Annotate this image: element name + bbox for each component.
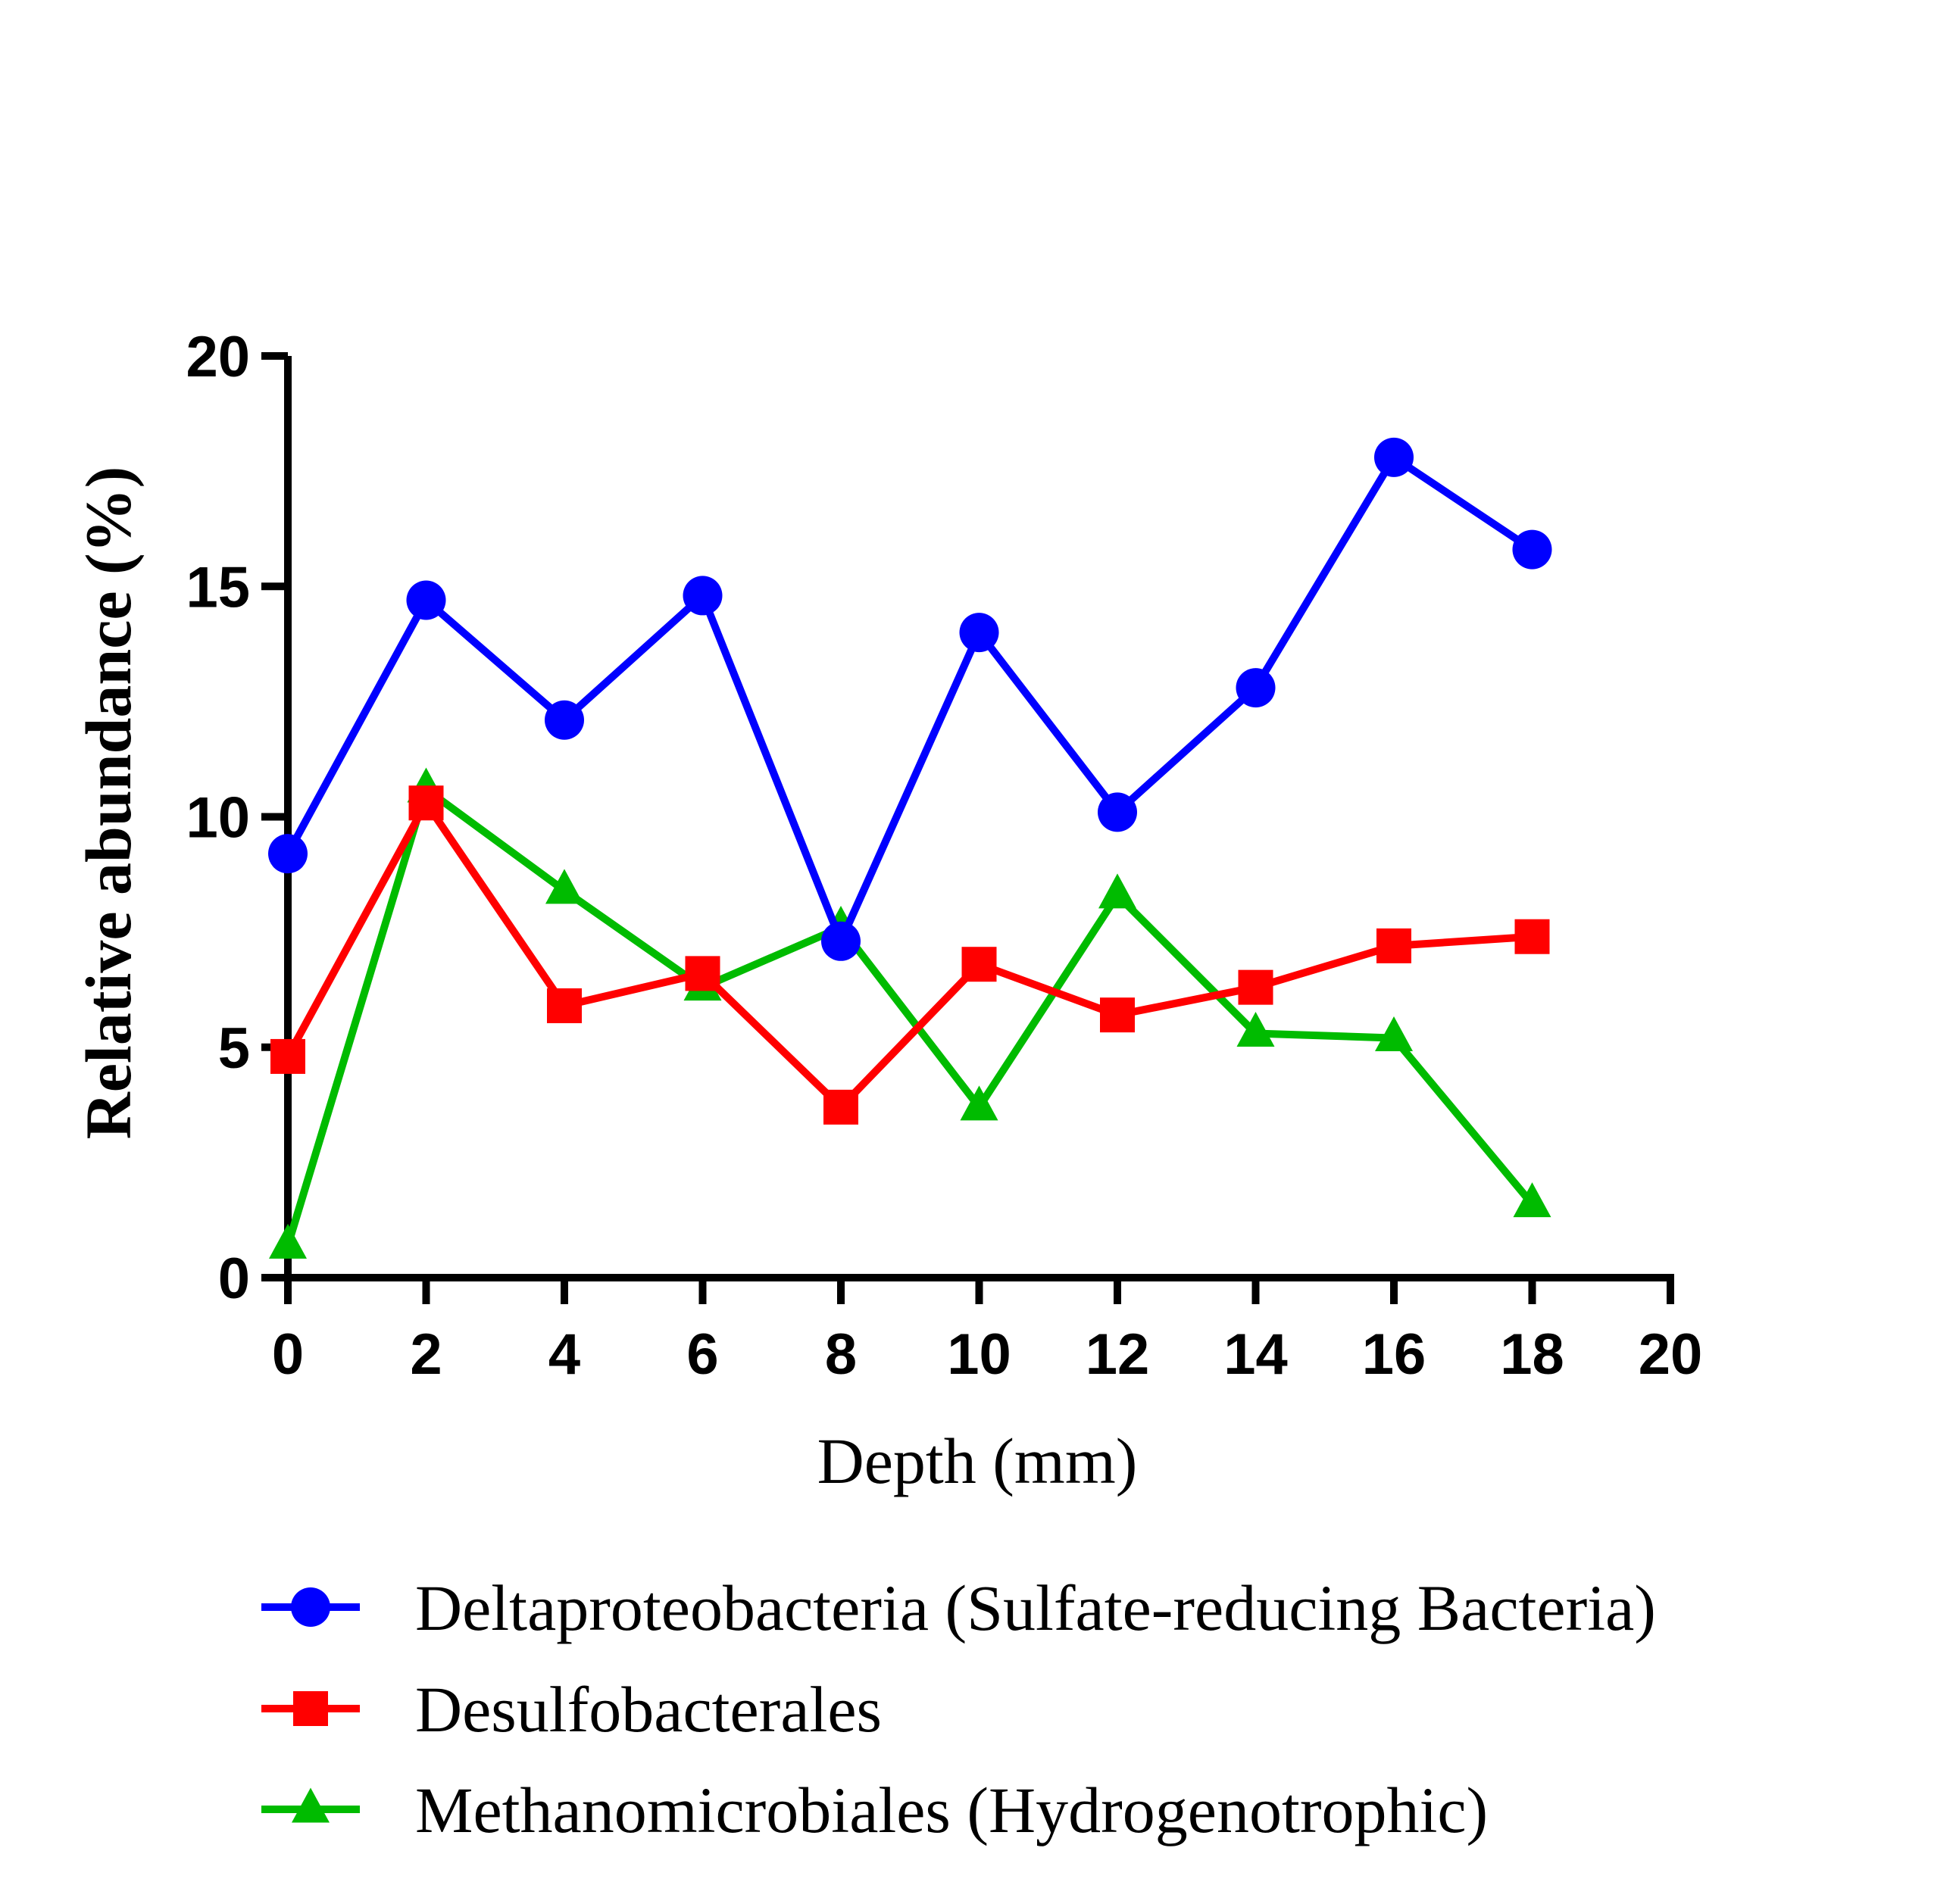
legend-label: Desulfobacterales	[415, 1673, 882, 1746]
data-point	[821, 921, 861, 961]
legend-entry: Methanomicrobiales (Hydrogenotrophic)	[261, 1774, 1488, 1846]
x-tick-label: 4	[548, 1322, 580, 1387]
data-point	[270, 1038, 305, 1074]
data-point	[1375, 1016, 1413, 1052]
data-point	[1236, 668, 1276, 708]
x-tick-label: 8	[825, 1322, 857, 1387]
x-tick-label: 16	[1362, 1322, 1426, 1387]
x-tick-label: 18	[1500, 1322, 1564, 1387]
data-point	[960, 1085, 998, 1121]
x-axis-ticks: 0 2 4 6 8 10 12 14 16 18 20	[272, 1278, 1702, 1387]
x-tick-label: 10	[947, 1322, 1011, 1387]
data-point	[1238, 969, 1273, 1005]
data-point	[823, 1089, 858, 1125]
data-point	[406, 580, 446, 620]
x-tick-label: 6	[686, 1322, 718, 1387]
series-layer	[268, 437, 1552, 1259]
y-tick-label: 5	[218, 1016, 250, 1081]
data-point	[1512, 529, 1552, 570]
y-axis-title: Relative abundance (%)	[72, 467, 145, 1140]
data-point	[269, 1223, 307, 1259]
legend-label: Methanomicrobiales (Hydrogenotrophic)	[415, 1774, 1488, 1846]
legend-swatch-marker	[293, 1691, 328, 1726]
data-point	[545, 869, 583, 904]
series-line	[284, 785, 1536, 1247]
x-tick-label: 12	[1086, 1322, 1150, 1387]
data-point	[683, 576, 723, 616]
legend-entry: Desulfobacterales	[261, 1673, 882, 1746]
data-point	[961, 947, 997, 982]
data-point	[1376, 928, 1411, 963]
y-tick-label: 20	[186, 325, 250, 389]
data-point	[545, 700, 584, 740]
data-point	[1513, 1182, 1551, 1218]
axes: 0 5 10 15 20 0 2 4 6 8 10 12 14 16 18 20	[186, 325, 1702, 1387]
data-point	[1374, 437, 1414, 477]
data-point	[685, 956, 720, 991]
x-tick-label: 2	[410, 1322, 442, 1387]
data-point	[1236, 1011, 1275, 1047]
legend-swatch-marker	[292, 1787, 330, 1823]
data-point	[1100, 997, 1135, 1033]
data-point	[547, 988, 582, 1023]
data-point	[1098, 873, 1136, 909]
series-square	[270, 785, 1550, 1125]
x-tick-label: 14	[1223, 1322, 1288, 1387]
y-tick-label: 15	[186, 555, 250, 620]
data-point	[408, 785, 444, 821]
legend-label: Deltaproteobacteria (Sulfate-reducing Ba…	[415, 1572, 1656, 1644]
data-point	[959, 613, 999, 653]
series-line	[284, 799, 1533, 1111]
legend-swatch-marker	[291, 1587, 330, 1627]
legend: Deltaproteobacteria (Sulfate-reducing Ba…	[261, 1572, 1656, 1846]
series-line	[284, 453, 1535, 945]
x-tick-label: 20	[1639, 1322, 1703, 1387]
y-axis-ticks: 0 5 10 15 20	[186, 325, 288, 1311]
legend-entry: Deltaproteobacteria (Sulfate-reducing Ba…	[261, 1572, 1656, 1644]
x-tick-label: 0	[272, 1322, 304, 1387]
data-point	[1098, 792, 1137, 832]
y-tick-label: 0	[218, 1247, 250, 1311]
data-point	[268, 834, 308, 874]
y-tick-label: 10	[186, 786, 250, 851]
data-point	[1514, 919, 1550, 954]
series-triangle	[269, 767, 1551, 1259]
x-axis-title: Depth (mm)	[817, 1425, 1138, 1497]
series-circle	[268, 437, 1552, 961]
